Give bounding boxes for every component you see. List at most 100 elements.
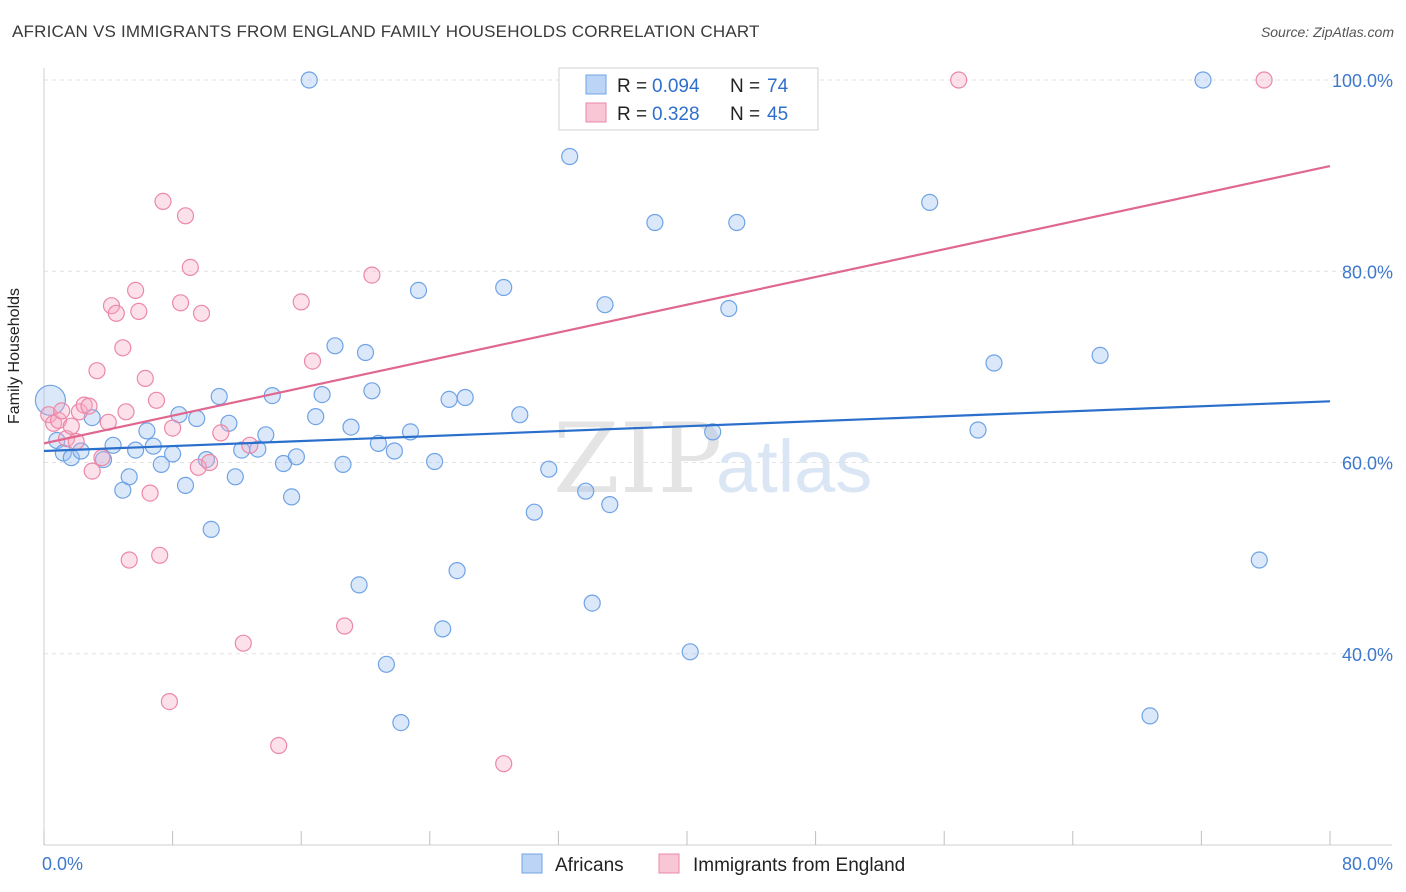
legend-r-label: R =	[617, 76, 647, 97]
point-africans	[287, 448, 305, 466]
bottom-legend: Africans Immigrants from England	[521, 853, 905, 876]
point-africans	[369, 434, 387, 452]
point-immigrants-england	[336, 617, 354, 635]
point-immigrants-england	[83, 462, 101, 480]
legend-swatch	[585, 102, 607, 123]
point-africans	[326, 337, 344, 355]
point-africans	[226, 468, 244, 486]
point-immigrants-england	[270, 736, 288, 755]
point-africans	[720, 299, 738, 318]
point-africans	[210, 387, 228, 406]
point-africans	[561, 147, 579, 166]
point-africans	[646, 213, 664, 232]
point-africans	[392, 713, 410, 732]
chart-source: Source: ZipAtlas.com	[1260, 24, 1394, 40]
point-immigrants-england	[234, 634, 252, 652]
point-africans	[104, 436, 122, 454]
point-immigrants-england	[151, 546, 169, 564]
point-africans	[152, 455, 170, 473]
point-africans	[127, 441, 145, 459]
point-africans	[34, 384, 67, 416]
point-immigrants-england	[117, 403, 135, 421]
point-africans	[350, 576, 368, 594]
legend-n-value: 45	[767, 104, 788, 125]
point-africans	[426, 452, 444, 471]
point-africans	[728, 213, 746, 232]
point-immigrants-england	[80, 397, 98, 415]
point-africans	[601, 496, 619, 514]
legend-n-label: N =	[730, 104, 760, 125]
point-immigrants-england	[141, 484, 159, 502]
point-immigrants-england	[363, 266, 381, 284]
point-africans	[681, 643, 699, 661]
bottom-legend-label: Immigrants from England	[693, 855, 905, 876]
point-immigrants-england	[241, 436, 259, 454]
x-tick-label: 80.0%	[1342, 854, 1393, 874]
point-immigrants-england	[181, 258, 199, 276]
point-immigrants-england	[107, 304, 125, 322]
point-immigrants-england	[212, 424, 230, 442]
point-africans	[54, 444, 72, 462]
x-tick-label: 0.0%	[42, 854, 83, 874]
point-africans	[334, 455, 352, 473]
point-immigrants-england	[154, 192, 172, 210]
point-africans	[1091, 346, 1109, 364]
point-immigrants-england	[130, 302, 148, 320]
point-africans	[448, 561, 466, 580]
point-africans	[921, 193, 939, 211]
point-africans	[434, 620, 452, 638]
point-africans	[188, 409, 206, 428]
point-africans	[495, 278, 513, 297]
point-immigrants-england	[127, 281, 145, 299]
point-africans	[985, 354, 1003, 372]
y-tick-label: 60.0%	[1342, 454, 1393, 474]
point-africans	[342, 418, 360, 436]
point-immigrants-england	[40, 406, 58, 424]
point-africans	[1250, 551, 1268, 569]
point-immigrants-england	[176, 207, 195, 225]
point-immigrants-england	[1255, 71, 1273, 89]
point-immigrants-england	[136, 369, 154, 387]
point-immigrants-england	[172, 294, 190, 312]
point-immigrants-england	[950, 71, 968, 89]
chart-title: AFRICAN VS IMMIGRANTS FROM ENGLAND FAMIL…	[12, 22, 760, 41]
bottom-legend-label: Africans	[555, 855, 624, 876]
point-africans	[511, 406, 529, 424]
watermark-atlas: atlas	[716, 425, 872, 508]
watermark: ZIP atlas	[553, 403, 872, 515]
point-africans	[164, 445, 182, 463]
bottom-legend-swatch	[521, 853, 543, 874]
point-immigrants-england	[189, 458, 207, 476]
data-points	[34, 71, 1273, 773]
point-africans	[138, 422, 156, 440]
point-africans	[300, 71, 318, 89]
point-africans	[1141, 707, 1159, 725]
trend-line-immigrants-england	[43, 164, 1331, 445]
point-africans	[307, 408, 325, 426]
point-immigrants-england	[44, 414, 63, 432]
point-immigrants-england	[303, 352, 322, 370]
legend-box: R = 0.094 N = 74 R = 0.328 N = 45	[558, 67, 819, 131]
point-africans	[356, 343, 375, 362]
bottom-legend-swatch	[658, 853, 680, 874]
tick-labels: 40.0% 60.0% 80.0% 100.0% 0.0% 80.0%	[42, 71, 1393, 874]
point-immigrants-england	[53, 402, 71, 420]
point-africans	[313, 386, 331, 404]
point-immigrants-england	[88, 362, 106, 380]
trend-line-africans	[43, 400, 1331, 453]
y-tick-label: 80.0%	[1342, 262, 1393, 282]
point-immigrants-england	[147, 391, 166, 409]
point-immigrants-england	[164, 419, 182, 437]
point-immigrants-england	[93, 449, 111, 467]
point-africans	[577, 482, 595, 500]
point-africans	[456, 388, 474, 407]
point-immigrants-england	[201, 453, 219, 472]
watermark-zip: ZIP	[553, 403, 722, 515]
point-immigrants-england	[62, 417, 80, 435]
point-immigrants-england	[114, 339, 132, 357]
point-africans	[969, 421, 987, 439]
point-africans	[363, 382, 381, 400]
gridlines	[44, 79, 1392, 655]
point-immigrants-england	[192, 304, 211, 322]
